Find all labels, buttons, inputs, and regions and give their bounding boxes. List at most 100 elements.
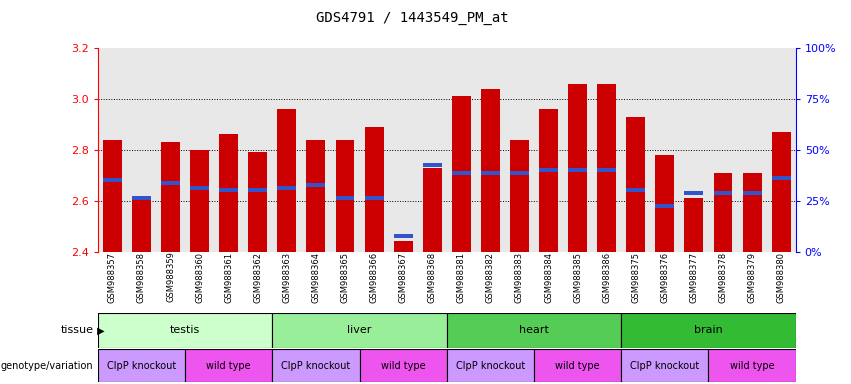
Bar — [621, 349, 708, 382]
Text: tissue: tissue — [60, 325, 94, 335]
Bar — [364, 127, 384, 252]
Text: wild type: wild type — [730, 361, 774, 371]
Text: GSM988365: GSM988365 — [340, 252, 350, 303]
Text: GSM988357: GSM988357 — [108, 252, 117, 303]
Text: GSM988367: GSM988367 — [398, 252, 408, 303]
Bar — [161, 142, 180, 252]
Bar — [655, 155, 674, 252]
Bar — [772, 176, 791, 180]
Text: testis: testis — [170, 325, 200, 335]
Bar — [655, 204, 674, 208]
Bar — [452, 96, 471, 252]
Bar — [220, 134, 238, 252]
Bar — [743, 173, 762, 252]
Bar — [103, 178, 122, 182]
Bar — [394, 241, 413, 252]
Bar — [684, 191, 704, 195]
Text: GSM988362: GSM988362 — [254, 252, 262, 303]
Bar — [772, 132, 791, 252]
Text: GSM988363: GSM988363 — [283, 252, 291, 303]
Text: GSM988384: GSM988384 — [544, 252, 553, 303]
Bar — [452, 170, 471, 175]
Bar — [272, 349, 360, 382]
Bar — [684, 198, 704, 252]
Text: GSM988377: GSM988377 — [689, 252, 699, 303]
Bar — [277, 109, 296, 252]
Bar — [277, 186, 296, 190]
Bar — [447, 313, 621, 348]
Bar — [161, 181, 180, 185]
Bar — [364, 196, 384, 200]
Text: wild type: wild type — [381, 361, 426, 371]
Text: ClpP knockout: ClpP knockout — [107, 361, 176, 371]
Text: GSM988366: GSM988366 — [369, 252, 379, 303]
Text: GSM988382: GSM988382 — [486, 252, 495, 303]
Bar — [713, 173, 733, 252]
Text: GSM988364: GSM988364 — [311, 252, 321, 303]
Text: GSM988379: GSM988379 — [747, 252, 757, 303]
Bar — [539, 168, 558, 172]
Bar — [98, 349, 186, 382]
Bar — [423, 167, 442, 252]
Bar — [568, 84, 587, 252]
Bar — [186, 349, 272, 382]
Bar — [248, 189, 267, 192]
Bar — [272, 313, 447, 348]
Bar — [98, 313, 272, 348]
Bar — [335, 196, 355, 200]
Text: GSM988378: GSM988378 — [718, 252, 728, 303]
Bar — [743, 191, 762, 195]
Bar — [713, 191, 733, 195]
Bar — [568, 168, 587, 172]
Bar — [539, 109, 558, 252]
Bar — [132, 195, 151, 252]
Bar — [597, 168, 616, 172]
Bar — [190, 186, 209, 190]
Bar — [335, 139, 355, 252]
Text: GSM988380: GSM988380 — [777, 252, 785, 303]
Bar — [481, 170, 500, 175]
Bar — [510, 170, 529, 175]
Bar — [621, 313, 796, 348]
Text: brain: brain — [694, 325, 722, 335]
Bar — [597, 84, 616, 252]
Text: GSM988358: GSM988358 — [137, 252, 146, 303]
Bar — [394, 234, 413, 238]
Bar — [423, 163, 442, 167]
Bar — [626, 117, 645, 252]
Bar — [359, 349, 447, 382]
Bar — [248, 152, 267, 252]
Bar — [306, 139, 325, 252]
Bar — [132, 196, 151, 200]
Bar — [481, 89, 500, 252]
Bar — [447, 349, 534, 382]
Bar — [534, 349, 621, 382]
Text: GSM988376: GSM988376 — [660, 252, 670, 303]
Text: GSM988381: GSM988381 — [457, 252, 465, 303]
Text: wild type: wild type — [207, 361, 251, 371]
Text: GSM988359: GSM988359 — [166, 252, 175, 302]
Bar — [103, 139, 122, 252]
Text: liver: liver — [347, 325, 372, 335]
Text: ClpP knockout: ClpP knockout — [456, 361, 525, 371]
Bar — [190, 150, 209, 252]
Text: GSM988386: GSM988386 — [603, 252, 611, 303]
Bar — [220, 189, 238, 192]
Bar — [510, 139, 529, 252]
Text: GSM988361: GSM988361 — [224, 252, 233, 303]
Bar — [626, 189, 645, 192]
Text: ClpP knockout: ClpP knockout — [282, 361, 351, 371]
Text: GSM988375: GSM988375 — [631, 252, 640, 303]
Text: genotype/variation: genotype/variation — [1, 361, 94, 371]
Bar — [306, 183, 325, 187]
Text: GSM988383: GSM988383 — [515, 252, 524, 303]
Text: ClpP knockout: ClpP knockout — [631, 361, 700, 371]
Text: ▶: ▶ — [94, 326, 104, 336]
Text: GSM988360: GSM988360 — [195, 252, 204, 303]
Bar — [709, 349, 796, 382]
Text: GSM988368: GSM988368 — [428, 252, 437, 303]
Text: wild type: wild type — [556, 361, 600, 371]
Text: GSM988385: GSM988385 — [573, 252, 582, 303]
Text: GDS4791 / 1443549_PM_at: GDS4791 / 1443549_PM_at — [317, 11, 509, 25]
Text: heart: heart — [519, 325, 549, 335]
